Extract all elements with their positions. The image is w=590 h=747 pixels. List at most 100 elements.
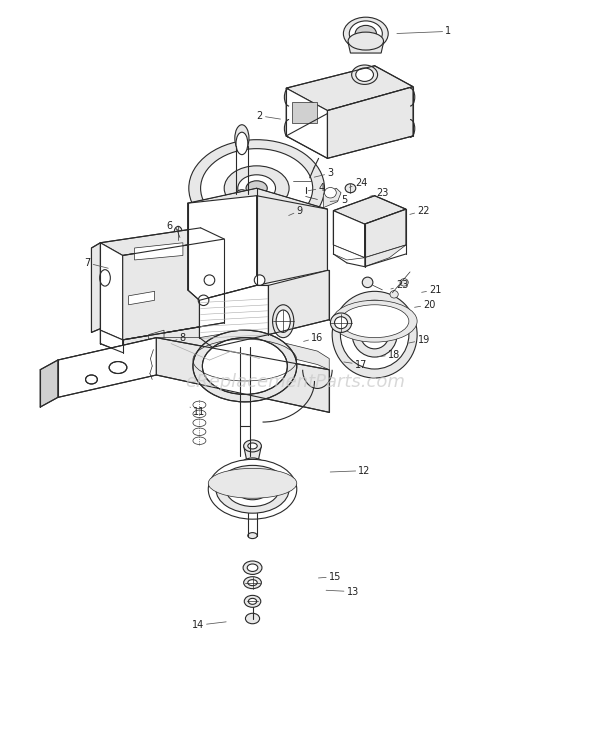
Polygon shape: [333, 196, 406, 224]
Ellipse shape: [236, 132, 248, 155]
Ellipse shape: [349, 21, 382, 46]
Polygon shape: [123, 323, 224, 353]
Ellipse shape: [293, 173, 311, 188]
Polygon shape: [135, 243, 183, 260]
Polygon shape: [268, 270, 329, 335]
Ellipse shape: [247, 564, 258, 571]
Polygon shape: [100, 228, 224, 255]
Polygon shape: [333, 245, 365, 260]
Ellipse shape: [193, 419, 206, 427]
Text: 6: 6: [167, 220, 178, 231]
Ellipse shape: [345, 184, 356, 193]
Ellipse shape: [356, 68, 373, 81]
Ellipse shape: [254, 275, 265, 285]
Text: 18: 18: [378, 350, 400, 360]
Polygon shape: [58, 332, 329, 374]
Text: 2: 2: [257, 111, 280, 121]
Ellipse shape: [335, 317, 348, 329]
Text: 1: 1: [397, 26, 451, 37]
Polygon shape: [156, 338, 329, 412]
Text: 23: 23: [391, 280, 408, 291]
Ellipse shape: [174, 226, 182, 240]
Ellipse shape: [332, 300, 417, 342]
Ellipse shape: [244, 577, 261, 589]
Text: 7: 7: [84, 258, 108, 268]
Ellipse shape: [202, 338, 287, 394]
Ellipse shape: [193, 401, 206, 409]
Ellipse shape: [245, 461, 260, 470]
Ellipse shape: [198, 295, 209, 306]
Ellipse shape: [100, 270, 110, 286]
Polygon shape: [240, 465, 266, 478]
Ellipse shape: [343, 17, 388, 50]
Polygon shape: [292, 102, 317, 123]
Ellipse shape: [193, 437, 206, 444]
Text: 8: 8: [175, 332, 186, 343]
Text: 17: 17: [344, 359, 367, 370]
Ellipse shape: [236, 190, 248, 199]
Polygon shape: [149, 330, 164, 350]
Polygon shape: [208, 314, 224, 327]
Ellipse shape: [276, 310, 290, 332]
Ellipse shape: [238, 175, 276, 202]
Ellipse shape: [340, 300, 409, 369]
Ellipse shape: [201, 149, 313, 228]
Polygon shape: [323, 188, 341, 208]
Ellipse shape: [189, 140, 324, 237]
Polygon shape: [188, 196, 257, 300]
Ellipse shape: [362, 277, 373, 288]
Ellipse shape: [236, 479, 269, 500]
Text: 4: 4: [309, 183, 324, 193]
Text: 21: 21: [422, 285, 441, 295]
Polygon shape: [327, 87, 413, 158]
Ellipse shape: [193, 330, 297, 402]
Ellipse shape: [355, 25, 376, 42]
Polygon shape: [129, 291, 155, 305]
Text: eReplacementParts.com: eReplacementParts.com: [185, 374, 405, 391]
Text: 11: 11: [190, 407, 205, 418]
Ellipse shape: [248, 598, 257, 604]
Polygon shape: [333, 211, 365, 258]
Ellipse shape: [193, 410, 206, 418]
Polygon shape: [348, 43, 384, 53]
Polygon shape: [365, 245, 406, 267]
Text: 20: 20: [415, 300, 435, 310]
Ellipse shape: [224, 166, 289, 211]
Polygon shape: [40, 360, 58, 407]
Ellipse shape: [226, 472, 279, 506]
Ellipse shape: [204, 275, 215, 285]
Ellipse shape: [148, 368, 157, 376]
Text: 12: 12: [330, 465, 371, 476]
Polygon shape: [365, 209, 406, 258]
Ellipse shape: [208, 468, 297, 498]
Text: 9: 9: [289, 205, 303, 216]
Text: 16: 16: [304, 332, 323, 343]
Text: 22: 22: [410, 205, 430, 216]
Ellipse shape: [86, 375, 97, 384]
Ellipse shape: [273, 305, 294, 338]
Text: 5: 5: [330, 195, 347, 205]
Ellipse shape: [243, 561, 262, 574]
Ellipse shape: [240, 469, 266, 487]
Ellipse shape: [248, 533, 257, 539]
Text: 19: 19: [409, 335, 430, 345]
Ellipse shape: [352, 312, 397, 357]
Ellipse shape: [208, 459, 297, 519]
Ellipse shape: [244, 595, 261, 607]
Text: 15: 15: [319, 571, 341, 582]
Polygon shape: [286, 66, 413, 111]
Polygon shape: [199, 285, 268, 347]
Ellipse shape: [340, 305, 409, 338]
Ellipse shape: [241, 458, 264, 473]
Polygon shape: [58, 338, 156, 397]
Polygon shape: [123, 239, 224, 340]
Text: 13: 13: [326, 586, 359, 597]
Polygon shape: [257, 196, 327, 285]
Ellipse shape: [352, 65, 378, 84]
Ellipse shape: [244, 483, 261, 495]
Ellipse shape: [248, 443, 257, 449]
Ellipse shape: [300, 189, 311, 199]
Text: 23: 23: [370, 187, 388, 198]
Polygon shape: [100, 243, 123, 340]
Ellipse shape: [109, 362, 127, 374]
